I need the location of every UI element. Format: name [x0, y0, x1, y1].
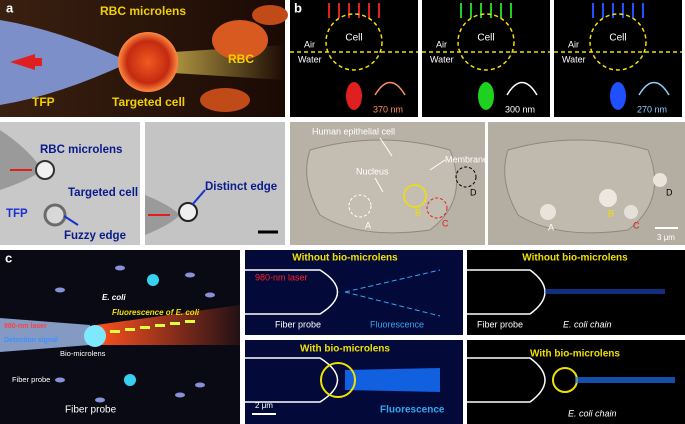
label: Fluorescence of E. coli: [112, 308, 200, 317]
panel-c-sims: [245, 250, 685, 424]
label: Cell: [609, 33, 626, 44]
label: With bio-microlens: [530, 349, 620, 360]
panel-c-schematic: [0, 250, 240, 424]
label: Distinct edge: [205, 181, 277, 193]
label: RBC microlens: [100, 4, 186, 18]
label: Cell: [477, 33, 494, 44]
panel-a-bottom: [0, 122, 285, 245]
panel-a-top: [0, 0, 288, 117]
label: 2 μm: [255, 401, 273, 410]
label: Nucleus: [356, 166, 389, 176]
profile: [374, 81, 406, 96]
label: 980-nm laser: [4, 323, 47, 330]
label: RBC microlens: [40, 144, 122, 156]
label: Water: [298, 54, 322, 64]
label: With bio-microlens: [300, 344, 390, 355]
marker: D: [470, 187, 477, 197]
label: Targeted cell: [68, 187, 138, 199]
label: Cell: [345, 33, 362, 44]
label: Fiber probe: [275, 319, 321, 329]
label: c: [5, 250, 12, 265]
marker: C: [633, 220, 640, 230]
label: Water: [562, 54, 586, 64]
cell-outline: [325, 13, 383, 71]
label: Fiber probe: [477, 319, 523, 329]
focus-beam: [346, 82, 362, 110]
label: Without bio-microlens: [292, 253, 398, 264]
marker: B: [415, 207, 421, 217]
profile: [506, 81, 538, 96]
label: TFP: [32, 95, 55, 109]
marker: B: [608, 208, 614, 218]
label: a: [6, 0, 14, 15]
label: Water: [430, 54, 454, 64]
focus-beam: [610, 82, 626, 110]
marker: A: [548, 222, 554, 232]
label: 300 nm: [505, 104, 535, 114]
label: b: [294, 0, 302, 15]
profile: [638, 81, 670, 96]
label: Air: [436, 39, 447, 49]
label: E. coli chain: [568, 408, 617, 418]
label: Bio-microlens: [60, 349, 106, 358]
label: 370 nm: [373, 104, 403, 114]
marker: C: [442, 218, 449, 228]
label: Targeted cell: [112, 95, 185, 109]
label: Detection signal: [4, 337, 58, 344]
label: RBC: [228, 52, 254, 66]
cell-outline: [457, 13, 515, 71]
label: 3 μm: [657, 233, 675, 242]
label: Fluorescence: [380, 405, 445, 416]
label: Air: [568, 39, 579, 49]
marker: A: [365, 220, 371, 230]
label: Membrane: [445, 154, 488, 164]
label: Fiber probe: [12, 375, 50, 384]
marker: D: [666, 187, 673, 197]
panel-b-bottom: [290, 122, 685, 245]
label: E. coli chain: [563, 319, 612, 329]
focus-beam: [478, 82, 494, 110]
label: TFP: [6, 208, 28, 220]
label: Fluorescence: [370, 319, 424, 329]
label: Fuzzy edge: [64, 230, 126, 242]
label: 270 nm: [637, 104, 667, 114]
label: E. coli: [102, 293, 126, 302]
panel-b-top: [290, 0, 682, 117]
cell-outline: [589, 13, 647, 71]
label: Human epithelial cell: [312, 126, 395, 136]
label: Fiber probe: [65, 405, 117, 416]
label: Without bio-microlens: [522, 253, 628, 264]
label: 980-nm laser: [255, 272, 308, 282]
label: Air: [304, 39, 315, 49]
